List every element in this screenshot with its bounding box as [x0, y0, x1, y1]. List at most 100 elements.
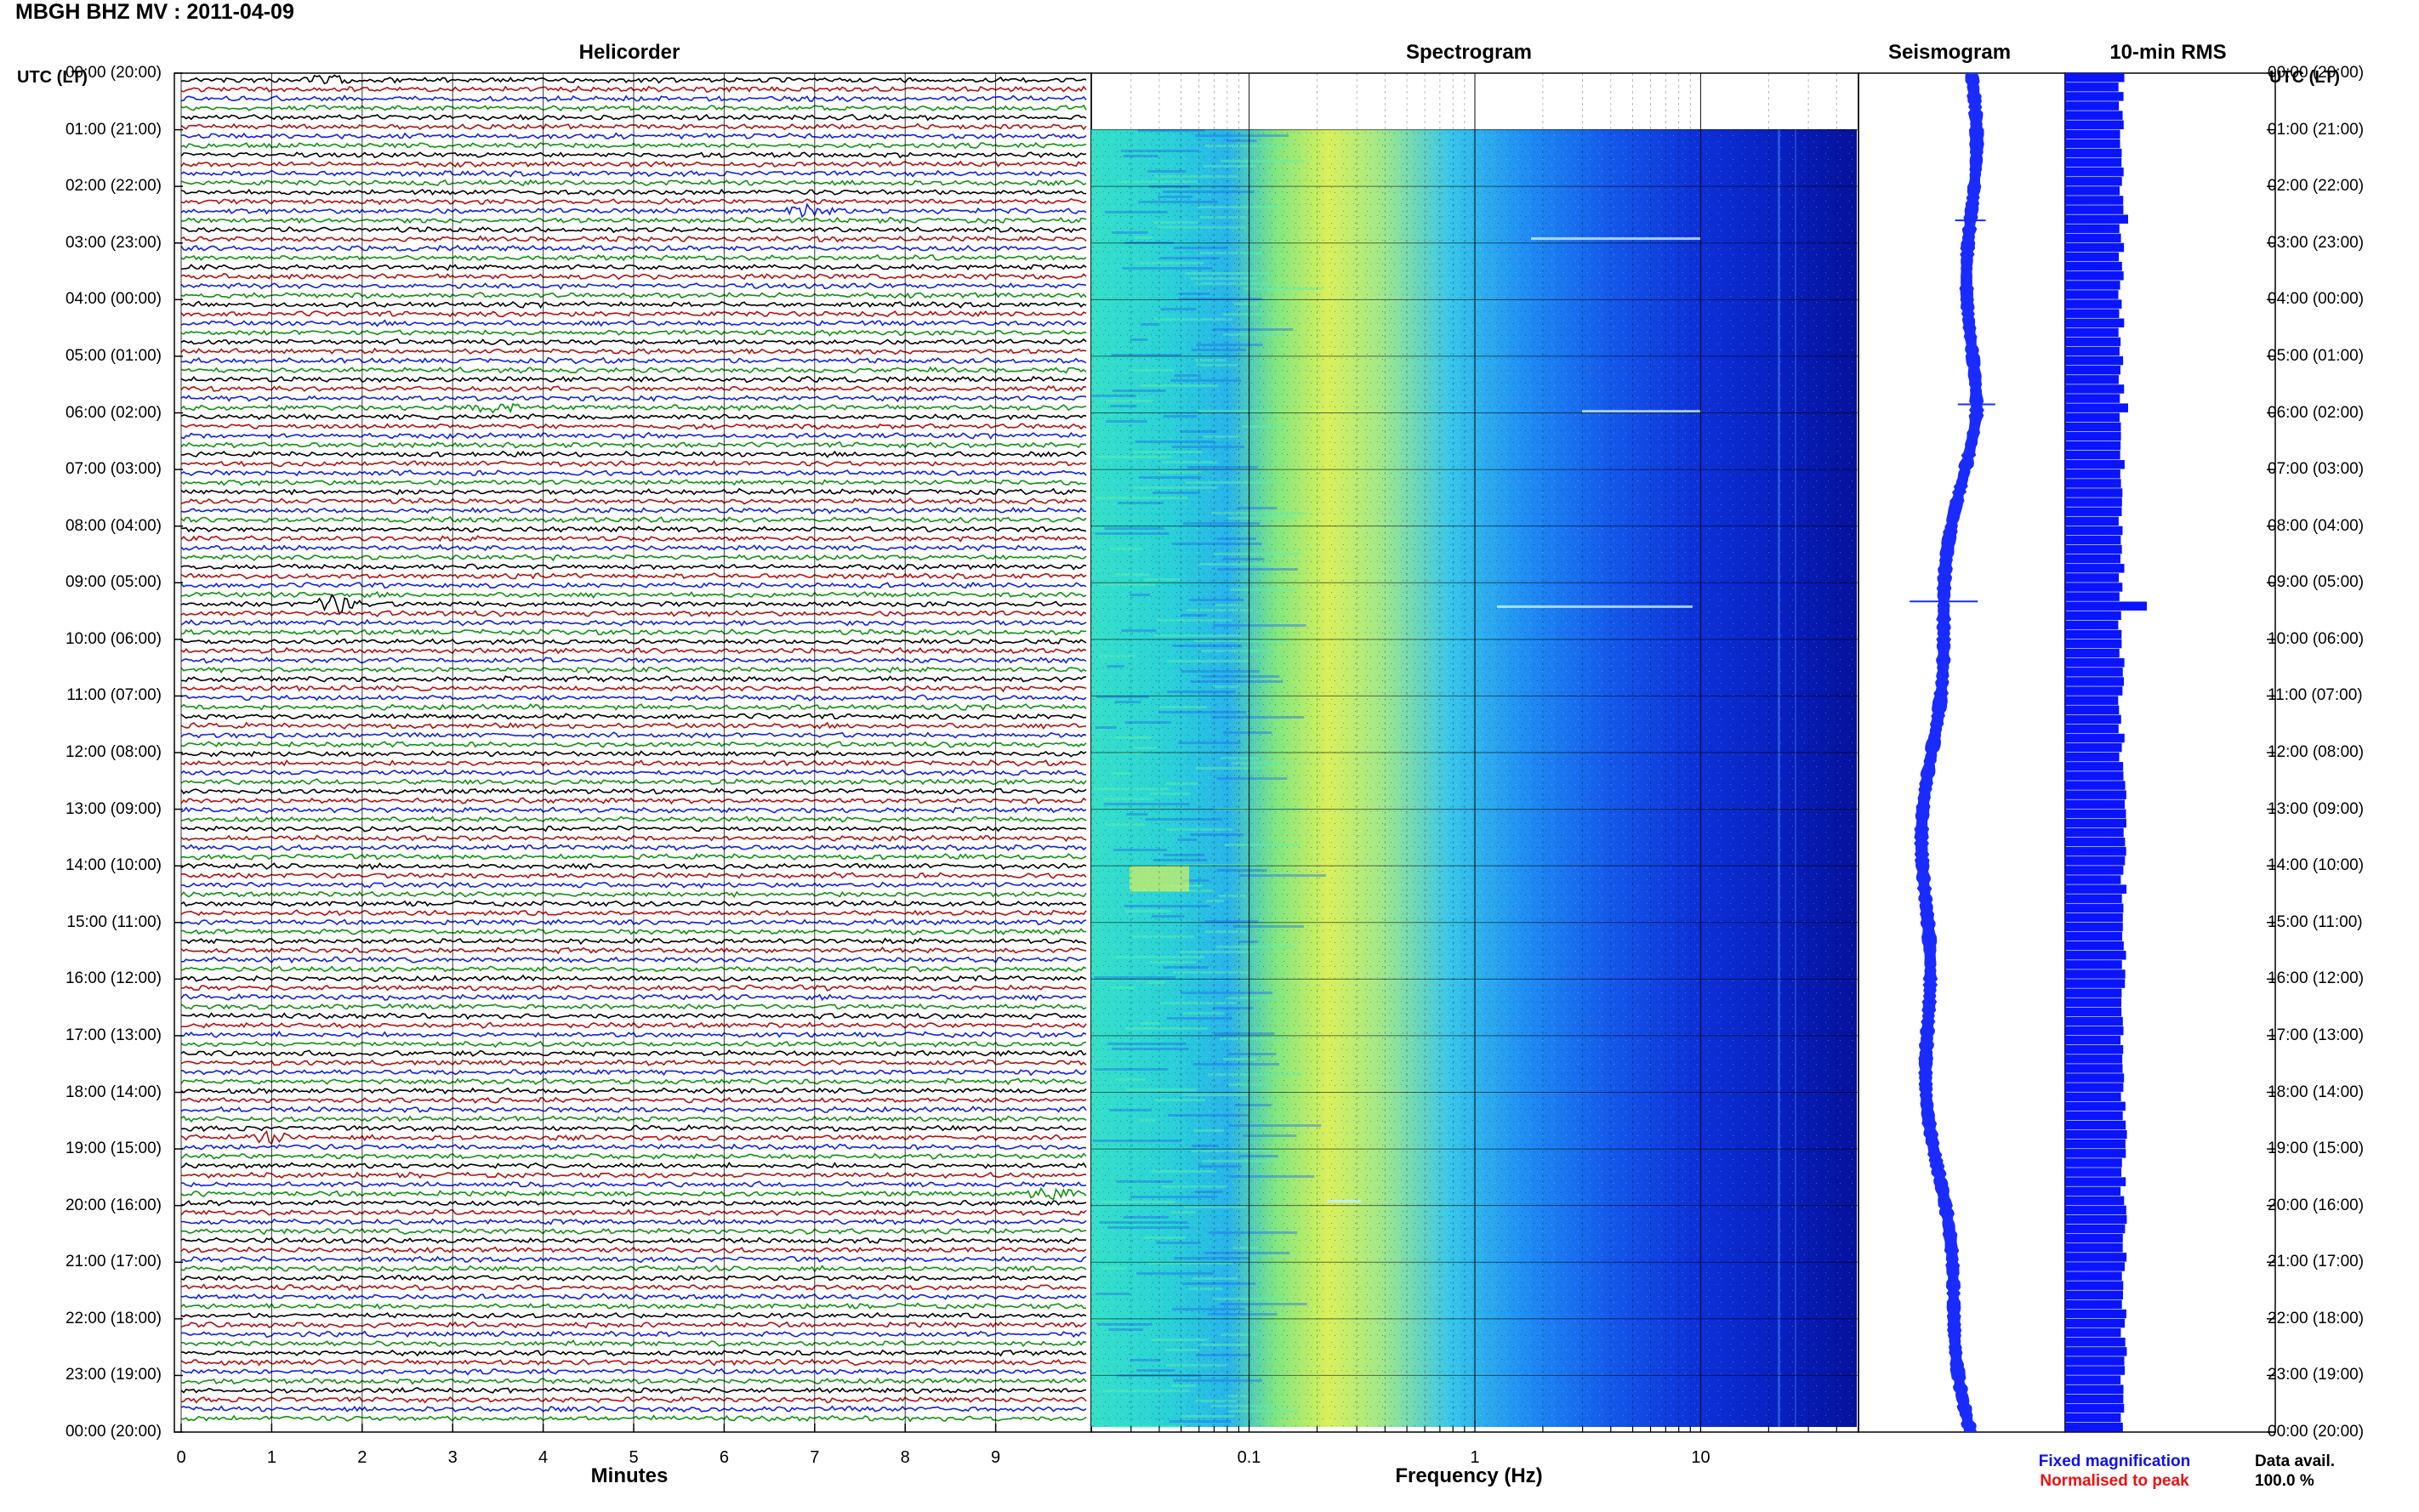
spectrogram-band	[1188, 599, 1244, 601]
spectrogram-band	[1094, 1068, 1169, 1071]
spectrogram-band	[1113, 849, 1167, 851]
spectrogram-band	[1228, 1083, 1272, 1086]
spectrogram-band	[1103, 1267, 1127, 1270]
time-label-left: 16:00 (12:00)	[65, 969, 162, 988]
time-label-left: 15:00 (11:00)	[66, 912, 162, 931]
right-axis-label: UTC (LT)	[2269, 68, 2340, 87]
station-title: MBGH BHZ MV : 2011-04-09	[15, 0, 294, 24]
spectrogram-band	[1151, 1170, 1217, 1173]
spectrogram-band	[1170, 1384, 1197, 1387]
spectrogram-band	[1202, 1160, 1274, 1162]
rms-bar	[2065, 809, 2126, 819]
spectrogram-band	[1153, 318, 1233, 321]
time-label-right: 09:00 (05:00)	[2268, 573, 2365, 592]
rms-bar	[2065, 459, 2125, 469]
spectrogram-band	[1204, 920, 1259, 923]
spectrogram-band	[1170, 379, 1242, 382]
time-label-right: 14:00 (10:00)	[2268, 856, 2365, 875]
spectrogram-band	[1190, 833, 1244, 836]
spectrogram-patch	[1130, 866, 1189, 892]
spectrogram-band	[1228, 1410, 1299, 1413]
time-label-right: 15:00 (11:00)	[2268, 912, 2363, 931]
rms-bar	[2065, 611, 2121, 621]
spectrogram-title: Spectrogram	[1405, 41, 1533, 64]
rms-bar	[2065, 1243, 2123, 1253]
spectrogram-band	[1106, 420, 1147, 423]
spectrogram-band	[1112, 389, 1166, 392]
time-label-right: 21:00 (17:00)	[2268, 1253, 2365, 1271]
spectrogram-band	[1198, 216, 1246, 219]
rms-bar	[2065, 139, 2120, 149]
spectrogram-band	[1156, 619, 1232, 622]
spectrogram-band	[1098, 655, 1136, 657]
spectrogram-band	[1178, 293, 1210, 295]
rms-bar	[2065, 903, 2124, 913]
time-label-left: 04:00 (00:00)	[65, 290, 162, 309]
time-label-left: 14:00 (10:00)	[65, 856, 162, 875]
spectrogram-band	[1146, 981, 1165, 984]
time-label-right: 11:00 (07:00)	[2268, 686, 2363, 705]
minute-tick-label: 2	[357, 1448, 367, 1467]
spectrogram-band	[1179, 298, 1262, 300]
spectrogram-event-streak	[1582, 410, 1701, 413]
spectrogram-band	[1216, 946, 1295, 948]
time-label-right: 22:00 (18:00)	[2268, 1309, 2365, 1327]
spectrogram-band	[1151, 915, 1185, 918]
spectrogram-band	[1195, 767, 1266, 770]
spectrogram-band	[1206, 900, 1225, 902]
spectrogram-band	[1222, 333, 1286, 336]
rms-bar	[2065, 516, 2119, 526]
time-label-right: 03:00 (23:00)	[2268, 233, 2365, 252]
rms-bar	[2065, 818, 2126, 828]
time-label-left: 10:00 (06:00)	[65, 629, 162, 648]
rms-bar	[2065, 337, 2121, 347]
time-label-left: 01:00 (21:00)	[65, 120, 162, 139]
rms-bar	[2065, 384, 2125, 394]
spectrogram-band	[1195, 134, 1289, 137]
rms-bar	[2065, 884, 2127, 894]
rms-bar	[2065, 412, 2120, 422]
spectrogram-band	[1211, 716, 1305, 719]
rms-title: 10-min RMS	[2109, 41, 2227, 64]
spectrogram-band	[1118, 180, 1198, 183]
rms-bar	[2065, 790, 2126, 799]
spectrogram-band	[1130, 1359, 1161, 1361]
rms-bar	[2065, 177, 2122, 186]
rms-bar	[2065, 129, 2120, 139]
spectrogram-x-label: Frequency (Hz)	[1395, 1464, 1543, 1487]
rms-bar	[2065, 82, 2119, 92]
minute-tick-label: 1	[266, 1448, 276, 1467]
time-label-right: 17:00 (13:00)	[2268, 1026, 2365, 1044]
rms-bar	[2065, 931, 2123, 941]
spectrogram-band	[1112, 772, 1130, 775]
seismogram-trace	[1914, 73, 1984, 1432]
rms-bar	[2065, 1403, 2125, 1413]
spectrogram-band	[1220, 1037, 1286, 1040]
rms-bar	[2065, 290, 2119, 299]
spectrogram-band	[1220, 160, 1305, 162]
spectrogram-band	[1110, 405, 1137, 407]
rms-bar	[2065, 101, 2120, 111]
spectrogram-band	[1204, 145, 1285, 147]
spectrogram-band	[1103, 803, 1190, 805]
rms-bar	[2065, 658, 2125, 668]
rms-bar	[2065, 856, 2126, 866]
legend-normalised: Normalised to peak	[2040, 1472, 2189, 1490]
time-label-right: 16:00 (12:00)	[2268, 969, 2365, 988]
spectrogram-band	[1171, 1211, 1196, 1214]
spectrogram-band	[1193, 1129, 1224, 1132]
rms-bar	[2065, 1422, 2123, 1432]
spectrogram-band	[1135, 441, 1215, 443]
spectrogram-band	[1095, 726, 1117, 729]
spectrogram-band	[1222, 313, 1264, 315]
spectrogram-band	[1184, 272, 1272, 275]
rms-bar	[2065, 1366, 2126, 1375]
rms-bar	[2065, 639, 2122, 649]
spectrogram-band	[1124, 721, 1171, 724]
rms-bar	[2065, 1233, 2123, 1243]
spectrogram-band	[1198, 410, 1271, 412]
spectrogram-band	[1231, 762, 1286, 765]
spectrogram-band	[1180, 951, 1255, 953]
rms-bar	[2065, 894, 2122, 903]
rms-bar	[2065, 554, 2120, 564]
